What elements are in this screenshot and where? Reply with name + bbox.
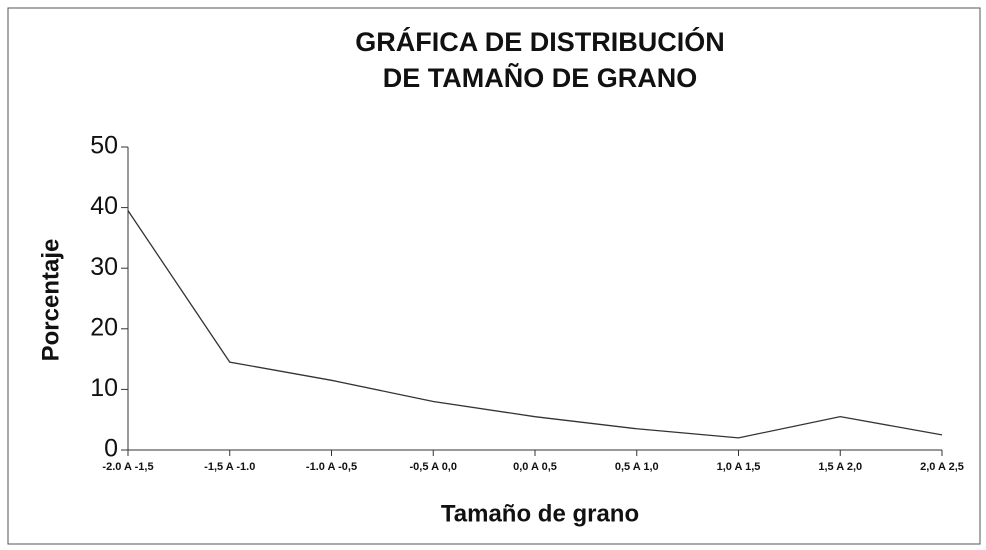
y-tick-label: 20 [90, 313, 118, 341]
x-tick-label: 0,5 A 1,0 [615, 461, 659, 473]
x-tick-label: 0,0 A 0,5 [513, 461, 557, 473]
chart-title: DE TAMAÑO DE GRANO [383, 62, 698, 93]
y-tick-label: 10 [90, 374, 118, 402]
y-tick-label: 0 [104, 435, 118, 463]
y-tick-label: 30 [90, 253, 118, 281]
x-tick-label: -0,5 A 0,0 [410, 461, 458, 473]
chart-title: GRÁFICA DE DISTRIBUCIÓN [355, 26, 725, 57]
data-line [127, 210, 943, 439]
x-axis-label: Tamaño de grano [441, 500, 639, 527]
chart-frame [7, 7, 981, 545]
x-tick-label: 2,0 A 2,5 [920, 461, 964, 473]
x-tick-label: -2.0 A -1,5 [102, 461, 153, 473]
y-tick-label: 50 [90, 132, 118, 160]
x-tick-label: 1,5 A 2,0 [818, 461, 862, 473]
y-axis-label: Porcentaje [37, 239, 64, 362]
x-tick-label: -1.0 A -0,5 [306, 461, 357, 473]
x-tick-label: -1,5 A -1.0 [204, 461, 255, 473]
x-tick-label: 1,0 A 1,5 [717, 461, 761, 473]
y-tick-label: 40 [90, 192, 118, 220]
